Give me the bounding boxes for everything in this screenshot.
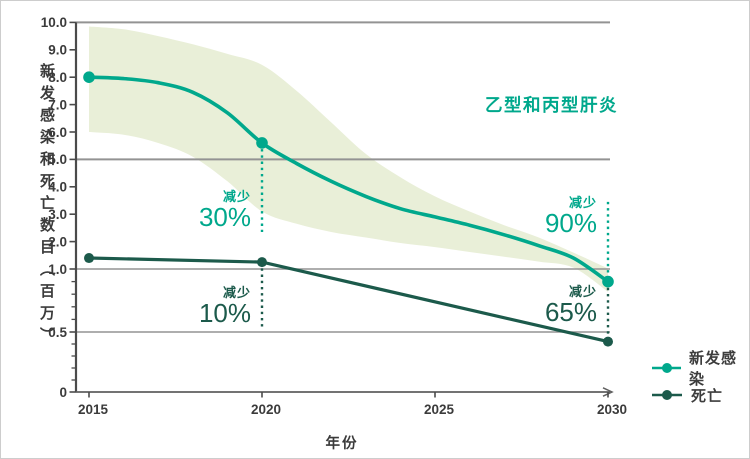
legend-dot [662, 390, 672, 400]
x-axis-arrow-icon [602, 387, 614, 397]
x-tick-label: 2020 [251, 402, 281, 417]
y-tick-label: 2.0 [48, 234, 67, 249]
annotation-value: 10% [198, 298, 251, 329]
x-tick-label: 2025 [424, 402, 455, 417]
legend-item-new-infections: 新发感染 [651, 350, 749, 388]
annotation-value: 90% [544, 208, 597, 239]
annotation-prefix: 减少 [222, 189, 251, 205]
legend-marker-icon [652, 363, 681, 373]
legend-dot [662, 363, 672, 373]
annotation-infections-2030: 减少 90% [545, 195, 597, 236]
y-tick-label: 7.0 [48, 97, 67, 112]
data-point-deaths [84, 253, 94, 264]
data-point-new-infections [602, 275, 614, 288]
annotation-prefix: 减少 [568, 283, 597, 299]
data-point-deaths [257, 257, 267, 268]
annotation-value: 30% [198, 202, 251, 233]
annotation-value: 65% [544, 296, 597, 327]
y-tick-label: 6.0 [48, 125, 67, 140]
y-tick-label: 0.5 [48, 325, 67, 340]
legend-item-deaths: 死亡 [651, 383, 749, 407]
legend-marker-icon [652, 390, 682, 400]
series-group-label: 乙型和丙型肝炎 [485, 95, 618, 115]
legend: 新发感染 死亡 [651, 350, 749, 407]
y-tick-label: 1.0 [48, 262, 67, 277]
y-tick-label: 4.0 [48, 180, 67, 195]
annotation-deaths-2030: 减少 65% [545, 284, 597, 325]
y-tick-label: 10.0 [41, 15, 67, 30]
data-point-new-infections [83, 71, 95, 83]
x-axis-title: 年份 [325, 436, 359, 452]
legend-label: 死亡 [691, 387, 724, 405]
data-point-deaths [603, 336, 613, 347]
y-tick-label: 3.0 [48, 207, 67, 222]
annotation-prefix: 减少 [568, 195, 597, 211]
data-point-new-infections [256, 137, 268, 149]
y-tick-label: 5.0 [48, 152, 67, 167]
y-tick-label: 0 [59, 385, 67, 400]
y-tick-label: 8.0 [48, 70, 67, 85]
annotation-infections-2020: 减少 30% [199, 189, 251, 230]
series-line-deaths [87, 256, 610, 344]
y-tick-label: 9.0 [48, 43, 67, 58]
series-line-new-infections [87, 75, 610, 284]
x-tick-label: 2030 [597, 402, 627, 417]
annotation-deaths-2020: 减少 10% [199, 285, 251, 326]
annotation-prefix: 减少 [222, 285, 251, 301]
y-axis-title: 新发感染和死亡数目（百万） [38, 63, 55, 349]
x-tick-label: 2015 [78, 402, 109, 417]
legend-label: 新发感染 [689, 350, 738, 388]
